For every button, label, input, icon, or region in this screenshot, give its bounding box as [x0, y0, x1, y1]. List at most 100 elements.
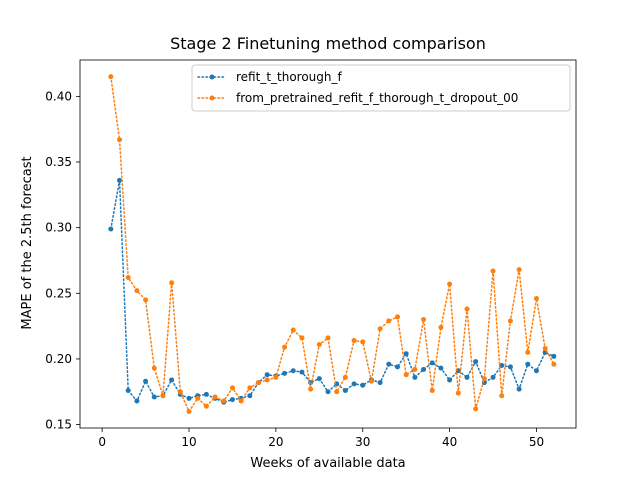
x-tick-label: 50 — [529, 435, 544, 449]
series-1-point — [316, 376, 322, 382]
series-1-point — [169, 377, 175, 383]
chart-title: Stage 2 Finetuning method comparison — [170, 34, 486, 53]
series-2-point — [247, 385, 253, 391]
series-2-point — [229, 385, 235, 391]
series-2-point — [134, 288, 140, 294]
series-2-point — [299, 335, 305, 341]
series-1-point — [125, 387, 131, 393]
series-1-point — [499, 363, 505, 369]
series-2-point — [221, 398, 227, 404]
series-1-point — [533, 368, 539, 374]
series-2-point — [447, 281, 453, 287]
series-1-point — [507, 364, 513, 370]
y-axis-ticks: 0.15 0.20 0.25 0.30 0.35 0.40 — [45, 89, 80, 432]
series-2-point — [533, 296, 539, 302]
series-2-point — [334, 389, 340, 395]
series-1-point — [342, 387, 348, 393]
legend-box — [191, 64, 571, 112]
series-2-point — [169, 280, 175, 286]
series-1-point — [490, 374, 496, 380]
series-2-point — [481, 376, 487, 382]
series-2-point — [282, 344, 288, 350]
series-1-point — [247, 393, 253, 399]
series-2-point — [342, 374, 348, 380]
series-2-point — [394, 314, 400, 320]
series-1-point — [403, 351, 409, 357]
series-2-point — [525, 349, 531, 355]
legend-marker-2 — [209, 95, 215, 101]
series-2-point — [325, 335, 331, 341]
series-2-point — [351, 338, 357, 344]
y-tick-label: 0.25 — [45, 286, 72, 300]
axes-frame — [79, 59, 577, 429]
x-tick-label: 30 — [355, 435, 370, 449]
series-2-point — [499, 393, 505, 399]
series-line-2 — [110, 75, 555, 414]
series-2-point — [542, 345, 548, 351]
series-2-point — [490, 268, 496, 274]
y-axis-label: MAPE of the 2.5th forecast — [20, 156, 35, 329]
series-1-point — [429, 360, 435, 366]
series-2-point — [316, 342, 322, 348]
series-2-point — [238, 398, 244, 404]
series-1-point — [447, 377, 453, 383]
series-2-point — [125, 275, 131, 281]
series-1-point — [229, 397, 235, 403]
series-2-point — [308, 386, 314, 392]
y-tick-label: 0.20 — [45, 352, 72, 366]
series-1-point — [299, 369, 305, 375]
series-2-point — [256, 380, 262, 386]
series-2-point — [386, 318, 392, 324]
series-1-point — [525, 361, 531, 367]
series-1-point — [473, 359, 479, 365]
series-2-point — [429, 387, 435, 393]
series-2-point — [160, 393, 166, 399]
series-1-point — [412, 374, 418, 380]
series-1-point — [203, 391, 209, 397]
series-1-point — [134, 398, 140, 404]
series-2-point — [151, 365, 157, 371]
plot-area — [79, 59, 577, 429]
series-2-point — [203, 403, 209, 409]
x-axis-label: Weeks of available data — [250, 456, 405, 471]
series-1-point — [377, 380, 383, 386]
series-2-point — [421, 317, 427, 323]
x-axis-ticks: 0 10 20 30 40 50 — [98, 428, 544, 449]
series-2-point — [195, 395, 201, 401]
y-tick-label: 0.15 — [45, 418, 72, 432]
series-2-point — [273, 374, 279, 380]
series-1-point — [351, 381, 357, 387]
x-tick-label: 0 — [98, 435, 106, 449]
series-2-point — [143, 297, 149, 303]
series-2-point — [108, 74, 114, 80]
series-1-point — [264, 372, 270, 378]
series-1-point — [186, 395, 192, 401]
series-1-point — [325, 389, 331, 395]
series-2-point — [360, 339, 366, 345]
series-2-point — [264, 377, 270, 383]
series-1-point — [282, 370, 288, 376]
series-line-1 — [110, 180, 555, 404]
series-1-point — [438, 365, 444, 371]
series-2-point — [177, 389, 183, 395]
series-2-point — [117, 137, 123, 143]
series-1-point — [516, 386, 522, 392]
legend-label-2: from_pretrained_refit_f_thorough_t_dropo… — [236, 91, 518, 105]
series-1-point — [360, 382, 366, 388]
x-tick-label: 40 — [442, 435, 457, 449]
series-2-point — [516, 267, 522, 273]
legend: refit_t_thorough_f from_pretrained_refit_… — [191, 64, 571, 112]
series-2-point — [473, 406, 479, 412]
y-tick-label: 0.30 — [45, 221, 72, 235]
series-2-point — [551, 361, 557, 367]
series-2-point — [464, 306, 470, 312]
x-tick-label: 10 — [181, 435, 196, 449]
series-2-point — [368, 378, 374, 384]
series-2-point — [186, 408, 192, 414]
series-1-point — [151, 394, 157, 400]
series-2-point — [377, 326, 383, 332]
series-1-point — [143, 378, 149, 384]
series-1-point — [117, 177, 123, 183]
series-1-point — [464, 374, 470, 380]
